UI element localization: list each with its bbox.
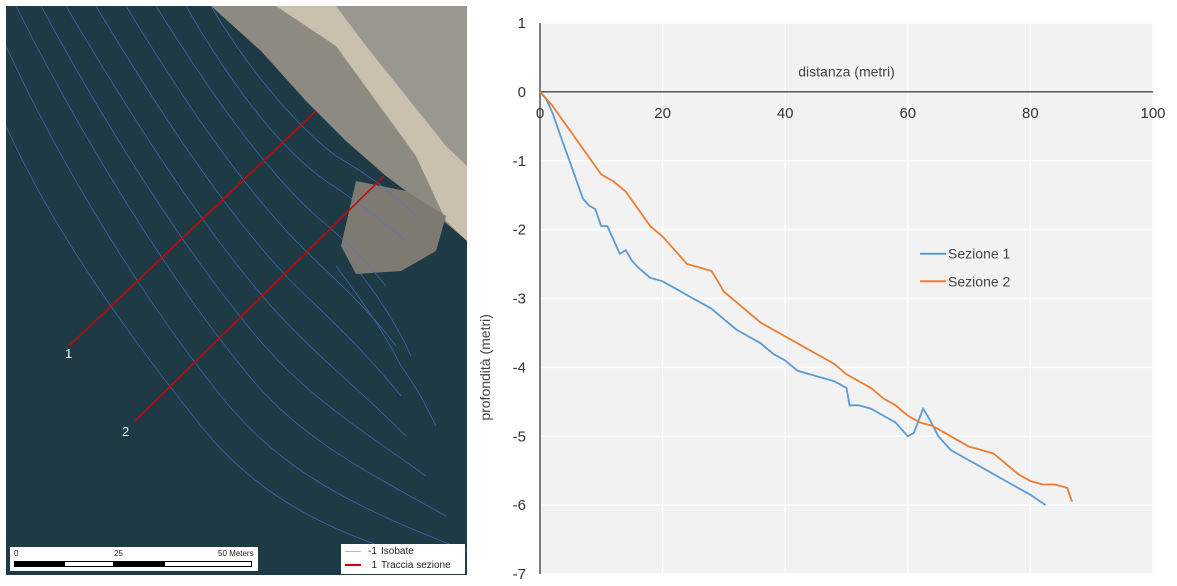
x-tick-label: 0 xyxy=(536,105,544,122)
scale-label-0: 0 xyxy=(14,549,19,558)
legend-label: Isobate xyxy=(381,546,414,557)
y-tick-label: -6 xyxy=(513,497,526,514)
section-label-2: 2 xyxy=(122,424,130,439)
map-image xyxy=(6,6,467,575)
legend-label-sezione-1: Sezione 1 xyxy=(948,246,1010,262)
y-tick-label: -3 xyxy=(513,291,526,308)
series-line-sezione-2 xyxy=(539,91,1073,503)
y-tick-label: -4 xyxy=(513,359,526,376)
section-line-icon xyxy=(345,564,361,567)
legend-item-traccia: 1 Traccia sezione xyxy=(345,560,451,572)
scale-label-50: 50 Meters xyxy=(218,549,254,558)
x-tick-label: 40 xyxy=(777,105,794,122)
legend-symbol: 1 xyxy=(371,560,377,571)
series-line-sezione-1 xyxy=(539,91,1047,506)
x-axis-title: distanza (metri) xyxy=(798,64,894,80)
chart-svg: 1 0 -1 -2 -3 -4 -5 -6 -7 0 20 40 60 80 100 distanza (… xyxy=(477,15,1166,583)
y-ticks: 1 0 -1 -2 -3 -4 -5 -6 -7 xyxy=(513,15,526,583)
y-tick-label: 0 xyxy=(518,84,526,101)
x-tick-label: 80 xyxy=(1022,105,1039,122)
depth-profile-chart: 1 0 -1 -2 -3 -4 -5 -6 -7 0 20 40 60 80 100 distanza (… xyxy=(477,0,1177,583)
legend-label-sezione-2: Sezione 2 xyxy=(948,273,1010,289)
legend-item-isobate: -1 Isobate xyxy=(345,546,414,558)
axes xyxy=(539,23,1153,574)
scale-segment xyxy=(164,561,252,567)
x-tick-label: 60 xyxy=(899,105,916,122)
isobate-line-icon xyxy=(345,550,361,552)
scale-bar: 0 25 50 Meters xyxy=(10,547,258,571)
y-tick-label: -7 xyxy=(513,566,526,581)
y-tick-label: -1 xyxy=(513,153,526,170)
scale-label-25: 25 xyxy=(114,549,123,558)
scale-segment xyxy=(14,561,64,567)
x-tick-label: 20 xyxy=(654,105,671,122)
legend-symbol: -1 xyxy=(368,546,377,557)
x-ticks: 0 20 40 60 80 100 xyxy=(536,105,1166,122)
y-tick-label: -5 xyxy=(513,428,526,445)
y-tick-label: 1 xyxy=(518,15,526,32)
x-tick-label: 100 xyxy=(1140,105,1165,122)
legend-label: Traccia sezione xyxy=(381,560,451,571)
bathymetry-map: 1 2 -1 Isobate 1 Traccia sezione xyxy=(6,6,467,575)
y-axis-title: profondità (metri) xyxy=(478,314,493,421)
y-tick-label: -2 xyxy=(513,222,526,239)
series-lines xyxy=(539,91,1073,506)
scale-segment xyxy=(114,561,164,567)
chart-legend: Sezione 1 Sezione 2 xyxy=(920,246,1011,289)
map-legend: -1 Isobate 1 Traccia sezione xyxy=(341,544,465,574)
scale-segment xyxy=(64,561,114,567)
section-label-1: 1 xyxy=(65,346,73,361)
